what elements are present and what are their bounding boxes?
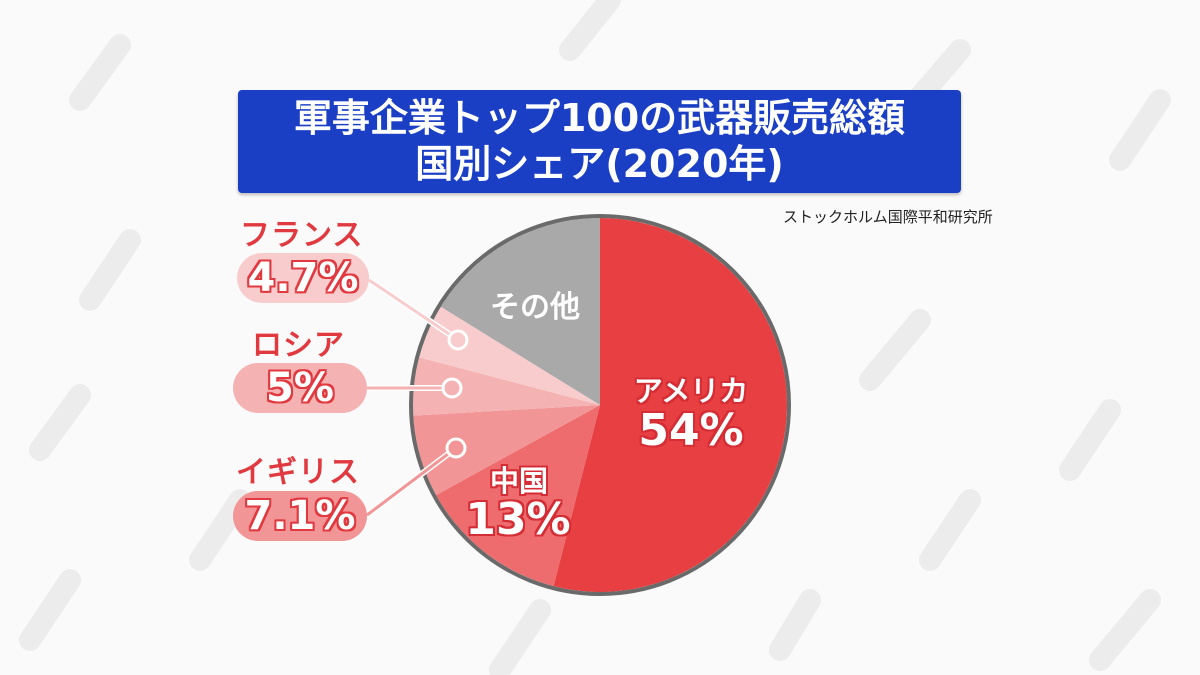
label-uk-name: イギリス (236, 455, 360, 490)
chart-title: 軍事企業トップ100の武器販売総額 国別シェア(2020年) (238, 90, 961, 193)
leader-france (368, 278, 459, 342)
pie-slice-5 (440, 218, 600, 405)
pie-slice-0 (553, 218, 788, 592)
pie-slice-3 (413, 357, 600, 416)
label-russia-value: 5% (233, 363, 367, 413)
leader-france-dot (447, 329, 469, 351)
title-line-1: 軍事企業トップ100の武器販売総額 (293, 96, 906, 140)
label-china-value: 13% (465, 494, 571, 545)
label-usa-value: 54% (638, 405, 744, 456)
leader-uk-dot (445, 437, 467, 459)
pie-slice-2 (413, 405, 600, 496)
label-usa-name: アメリカ (633, 374, 749, 408)
label-france-name: フランス (240, 218, 364, 253)
label-other-name: その他 (490, 290, 580, 325)
title-line-2: 国別シェア(2020年) (415, 142, 784, 186)
label-russia-name: ロシア (252, 328, 345, 363)
leader-russia-dot (441, 377, 463, 399)
label-france-value: 4.7% (237, 253, 369, 303)
pie-border (409, 214, 791, 596)
leader-uk (366, 446, 457, 517)
label-china-name: 中国 (489, 464, 548, 498)
pie-slice-4 (419, 306, 600, 405)
pie-slice-1 (436, 405, 600, 587)
label-uk-value: 7.1% (233, 491, 367, 541)
source-credit: ストックホルム国際平和研究所 (783, 208, 993, 226)
